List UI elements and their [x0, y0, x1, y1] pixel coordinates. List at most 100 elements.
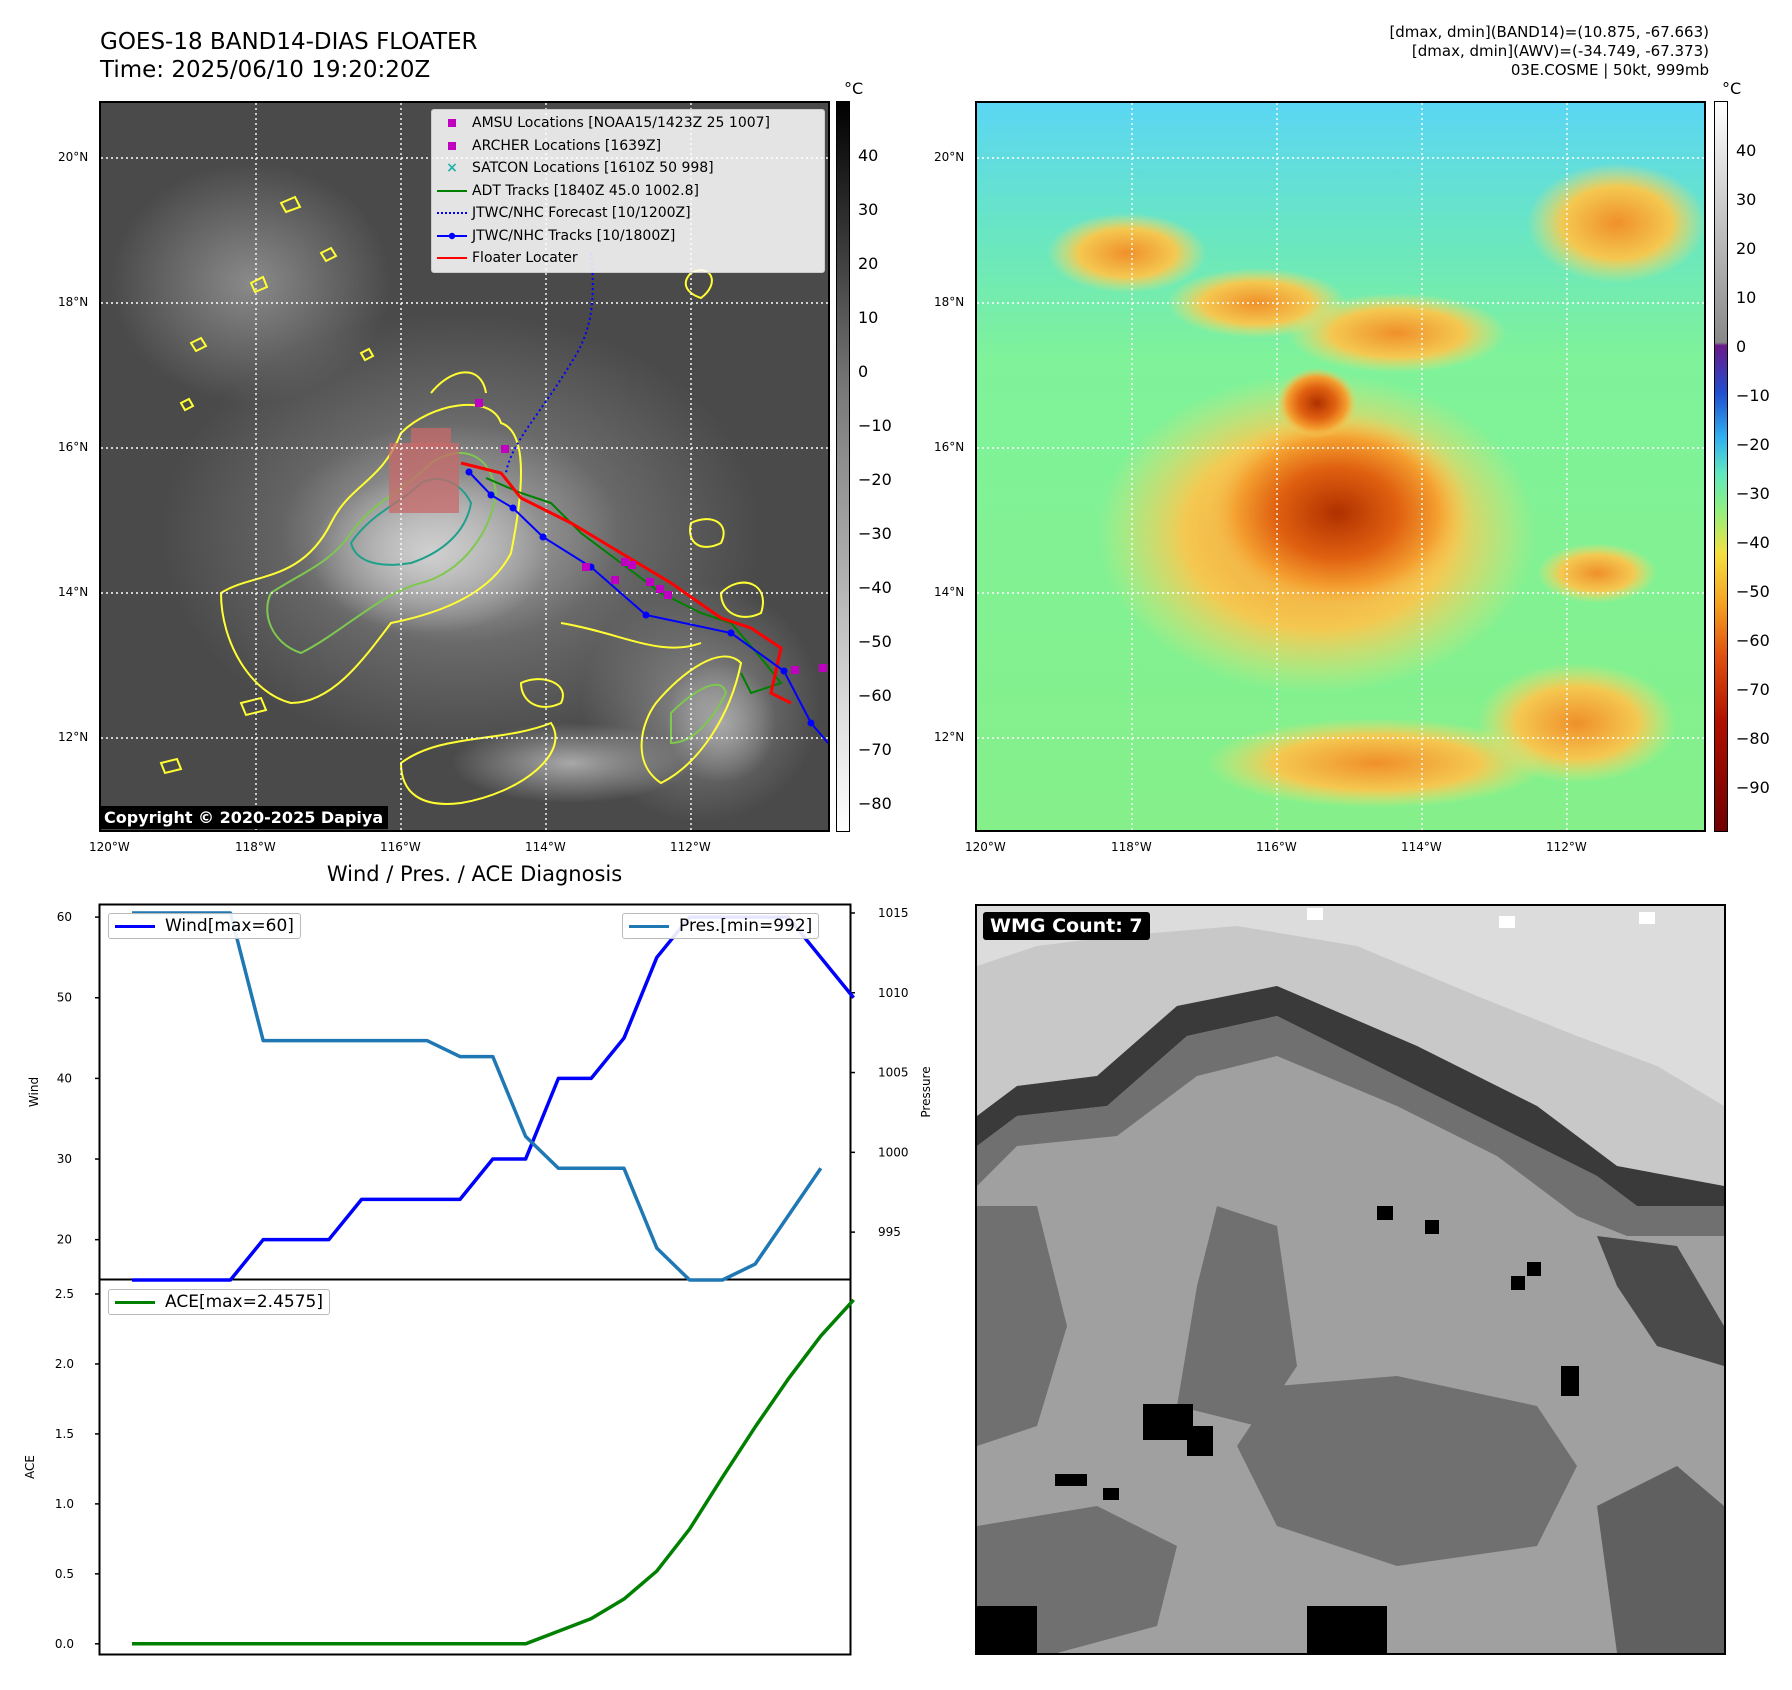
left-cb-tick: 20	[858, 254, 879, 273]
wmg-image	[977, 906, 1724, 1653]
pressure-legend: Pres.[min=992]	[622, 913, 820, 939]
title-line2: Time: 2025/06/10 19:20:20Z	[100, 57, 431, 83]
wind-pressure-plot: 20 30 40 50 60 995 1000 1005 1010 1015	[57, 906, 909, 1282]
archer-points	[475, 399, 827, 674]
green-line-icon	[115, 1300, 155, 1304]
legend-floater-label: Floater Locater	[472, 250, 578, 267]
pressure-tick-label: 995	[878, 1225, 901, 1239]
floater-locater-track	[460, 461, 792, 705]
wind-axis-label: Wind	[27, 1077, 41, 1107]
ir-map-panel	[99, 101, 830, 832]
right-colorbar-unit: °C	[1722, 79, 1742, 98]
ace-tick-label: 0.5	[55, 1567, 74, 1581]
left-cb-tick: −40	[858, 578, 892, 597]
lon-label: 120°W	[89, 840, 130, 854]
right-cb-tick: −40	[1736, 533, 1770, 552]
ace-tick-label: 2.5	[55, 1287, 74, 1301]
pressure-tick-label: 1000	[878, 1145, 909, 1159]
left-cb-tick: −50	[858, 632, 892, 651]
blue-line-dot-icon	[432, 232, 472, 240]
wind-line	[132, 915, 855, 1282]
map-legend: AMSU Locations [NOAA15/1423Z 25 1007] AR…	[431, 109, 825, 273]
diagnosis-title: Wind / Pres. / ACE Diagnosis	[326, 862, 623, 886]
lon-label: 112°W	[670, 840, 711, 854]
right-cb-tick: −90	[1736, 778, 1770, 797]
legend-forecast: JTWC/NHC Forecast [10/1200Z]	[432, 202, 824, 225]
left-cb-tick: −60	[858, 686, 892, 705]
lat-label: 14°N	[934, 585, 965, 599]
legend-satcon: × SATCON Locations [1610Z 50 998]	[432, 157, 824, 180]
right-cb-tick: −60	[1736, 631, 1770, 650]
lat-label: 16°N	[934, 440, 965, 454]
ace-tick-label: 1.5	[55, 1427, 74, 1441]
red-line-icon	[432, 257, 472, 260]
lon-label: 120°W	[965, 840, 1006, 854]
ace-tick-label: 1.0	[55, 1497, 74, 1511]
header-stats: [dmax, dmin](BAND14)=(10.875, -67.663) […	[1389, 23, 1709, 80]
pressure-axis-label: Pressure	[919, 1066, 933, 1117]
ace-legend: ACE[max=2.4575]	[108, 1289, 330, 1315]
diagnosis-charts: 20 30 40 50 60 995 1000 1005 1010 1015 0.0 0.5 1.0 1…	[23, 903, 933, 1656]
wind-tick-label: 20	[57, 1233, 72, 1247]
ir-map	[101, 103, 828, 830]
jtwc-track-points	[465, 468, 815, 727]
left-colorbar-unit: °C	[844, 79, 864, 98]
lat-label: 14°N	[58, 585, 89, 599]
legend-archer-label: ARCHER Locations [1639Z]	[472, 137, 662, 154]
awv-map	[977, 103, 1704, 830]
jtwc-track	[468, 471, 828, 744]
wind-tick-label: 50	[57, 991, 72, 1005]
wmg-count-badge: WMG Count: 7	[983, 912, 1150, 940]
right-cb-tick: 0	[1736, 337, 1747, 356]
wind-pressure-frame	[98, 903, 852, 1281]
left-cb-tick: 10	[858, 308, 879, 327]
legend-jtwc-label: JTWC/NHC Tracks [10/1800Z]	[472, 227, 676, 244]
title-line1: GOES-18 BAND14-DIAS FLOATER	[100, 29, 478, 55]
ace-line	[132, 1298, 855, 1646]
pressure-legend-label: Pres.[min=992]	[679, 916, 813, 936]
right-cb-tick: −20	[1736, 435, 1770, 454]
ace-tick-label: 2.0	[55, 1357, 74, 1371]
lon-label: 112°W	[1546, 840, 1587, 854]
ace-legend-label: ACE[max=2.4575]	[165, 1292, 323, 1312]
magenta-square-icon	[432, 119, 472, 128]
left-cb-tick: 0	[858, 362, 869, 381]
lat-label: 18°N	[58, 295, 89, 309]
blue-line-icon	[115, 924, 155, 928]
wmg-panel	[975, 904, 1726, 1655]
wind-tick-label: 30	[57, 1152, 72, 1166]
lat-label: 12°N	[58, 730, 89, 744]
lat-label: 18°N	[934, 295, 965, 309]
legend-forecast-label: JTWC/NHC Forecast [10/1200Z]	[472, 205, 691, 222]
right-cb-tick: −70	[1736, 680, 1770, 699]
left-colorbar	[836, 101, 850, 832]
right-cb-tick: 10	[1736, 288, 1757, 307]
lat-label: 20°N	[934, 150, 965, 164]
left-cb-tick: 40	[858, 146, 879, 165]
figure-title: GOES-18 BAND14-DIAS FLOATER Time: 2025/0…	[100, 28, 478, 84]
magenta-square-icon	[432, 141, 472, 150]
left-cb-tick: −10	[858, 416, 892, 435]
green-line-icon	[432, 189, 472, 192]
legend-archer: ARCHER Locations [1639Z]	[432, 135, 824, 158]
right-cb-tick: −10	[1736, 386, 1770, 405]
left-cb-tick: −70	[858, 740, 892, 759]
right-cb-tick: 30	[1736, 190, 1757, 209]
steelblue-line-icon	[629, 924, 669, 928]
legend-satcon-label: SATCON Locations [1610Z 50 998]	[472, 160, 714, 177]
storm-info: 03E.COSME | 50kt, 999mb	[1510, 61, 1709, 79]
wind-tick-label: 60	[57, 910, 72, 924]
lon-label: 114°W	[1401, 840, 1442, 854]
lat-label: 12°N	[934, 730, 965, 744]
right-cb-tick: 20	[1736, 239, 1757, 258]
lon-label: 118°W	[1111, 840, 1152, 854]
pressure-line	[132, 911, 823, 1282]
lon-label: 114°W	[525, 840, 566, 854]
legend-jtwc: JTWC/NHC Tracks [10/1800Z]	[432, 225, 824, 248]
lat-label: 20°N	[58, 150, 89, 164]
legend-amsu: AMSU Locations [NOAA15/1423Z 25 1007]	[432, 112, 824, 135]
adt-track	[485, 477, 783, 695]
legend-floater: Floater Locater	[432, 247, 824, 270]
wind-legend: Wind[max=60]	[108, 913, 301, 939]
right-cb-tick: −80	[1736, 729, 1770, 748]
